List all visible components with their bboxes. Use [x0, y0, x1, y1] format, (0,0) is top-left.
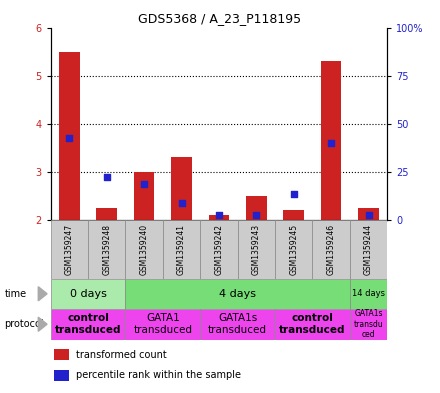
Point: [290, 191, 297, 197]
Text: 14 days: 14 days: [352, 289, 385, 298]
Text: protocol: protocol: [4, 319, 44, 329]
Text: control
transduced: control transduced: [55, 314, 121, 335]
Text: transformed count: transformed count: [76, 350, 167, 360]
Bar: [246, 196, 267, 220]
Bar: [125, 220, 163, 279]
Bar: [200, 309, 275, 340]
Bar: [350, 279, 387, 309]
Point: [216, 212, 222, 219]
Bar: [59, 51, 80, 220]
Text: GSM1359246: GSM1359246: [326, 224, 336, 275]
Text: GSM1359241: GSM1359241: [177, 224, 186, 275]
Point: [178, 200, 185, 206]
Point: [141, 181, 148, 187]
Text: GATA1
transduced: GATA1 transduced: [133, 314, 192, 335]
Bar: [321, 61, 341, 220]
Bar: [54, 349, 69, 360]
Bar: [312, 220, 350, 279]
Text: 0 days: 0 days: [70, 289, 106, 299]
Bar: [238, 220, 275, 279]
Text: GSM1359248: GSM1359248: [102, 224, 111, 275]
Bar: [350, 220, 387, 279]
Bar: [134, 172, 154, 220]
Point: [66, 135, 73, 141]
Bar: [125, 279, 350, 309]
Bar: [358, 208, 379, 220]
Point: [103, 174, 110, 180]
Bar: [88, 220, 125, 279]
Bar: [51, 220, 88, 279]
Text: GSM1359245: GSM1359245: [289, 224, 298, 275]
Text: GDS5368 / A_23_P118195: GDS5368 / A_23_P118195: [139, 12, 301, 25]
Bar: [209, 215, 229, 220]
Point: [253, 212, 260, 219]
Bar: [125, 309, 200, 340]
Text: control
transduced: control transduced: [279, 314, 346, 335]
Bar: [96, 208, 117, 220]
Text: GSM1359244: GSM1359244: [364, 224, 373, 275]
Text: GSM1359242: GSM1359242: [214, 224, 224, 275]
Text: GSM1359243: GSM1359243: [252, 224, 261, 275]
Bar: [200, 220, 238, 279]
Text: GSM1359247: GSM1359247: [65, 224, 74, 275]
Bar: [163, 220, 200, 279]
Bar: [275, 220, 312, 279]
Text: GATA1s
transdu
ced: GATA1s transdu ced: [354, 309, 383, 339]
Text: GSM1359240: GSM1359240: [139, 224, 149, 275]
Bar: [275, 309, 350, 340]
Bar: [283, 211, 304, 220]
Bar: [51, 279, 125, 309]
Text: 4 days: 4 days: [219, 289, 256, 299]
Bar: [350, 309, 387, 340]
Point: [327, 140, 335, 146]
Text: GATA1s
transduced: GATA1s transduced: [208, 314, 267, 335]
Point: [365, 212, 372, 219]
Polygon shape: [38, 317, 47, 331]
Bar: [171, 158, 192, 220]
Polygon shape: [38, 286, 47, 301]
Text: percentile rank within the sample: percentile rank within the sample: [76, 370, 241, 380]
Text: time: time: [4, 289, 26, 299]
Bar: [54, 370, 69, 380]
Bar: [51, 309, 125, 340]
